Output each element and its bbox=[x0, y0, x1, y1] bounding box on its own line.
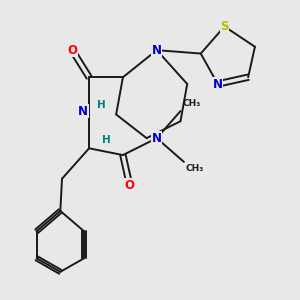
Text: H: H bbox=[102, 135, 111, 145]
Text: CH₃: CH₃ bbox=[185, 164, 204, 172]
Text: N: N bbox=[213, 77, 223, 91]
Text: S: S bbox=[220, 20, 229, 33]
Text: N: N bbox=[152, 132, 162, 145]
Text: H: H bbox=[97, 100, 105, 110]
Text: CH₃: CH₃ bbox=[182, 99, 200, 108]
Text: O: O bbox=[67, 44, 77, 57]
Text: N: N bbox=[152, 44, 162, 57]
Text: O: O bbox=[125, 179, 135, 192]
Text: N: N bbox=[78, 105, 88, 118]
